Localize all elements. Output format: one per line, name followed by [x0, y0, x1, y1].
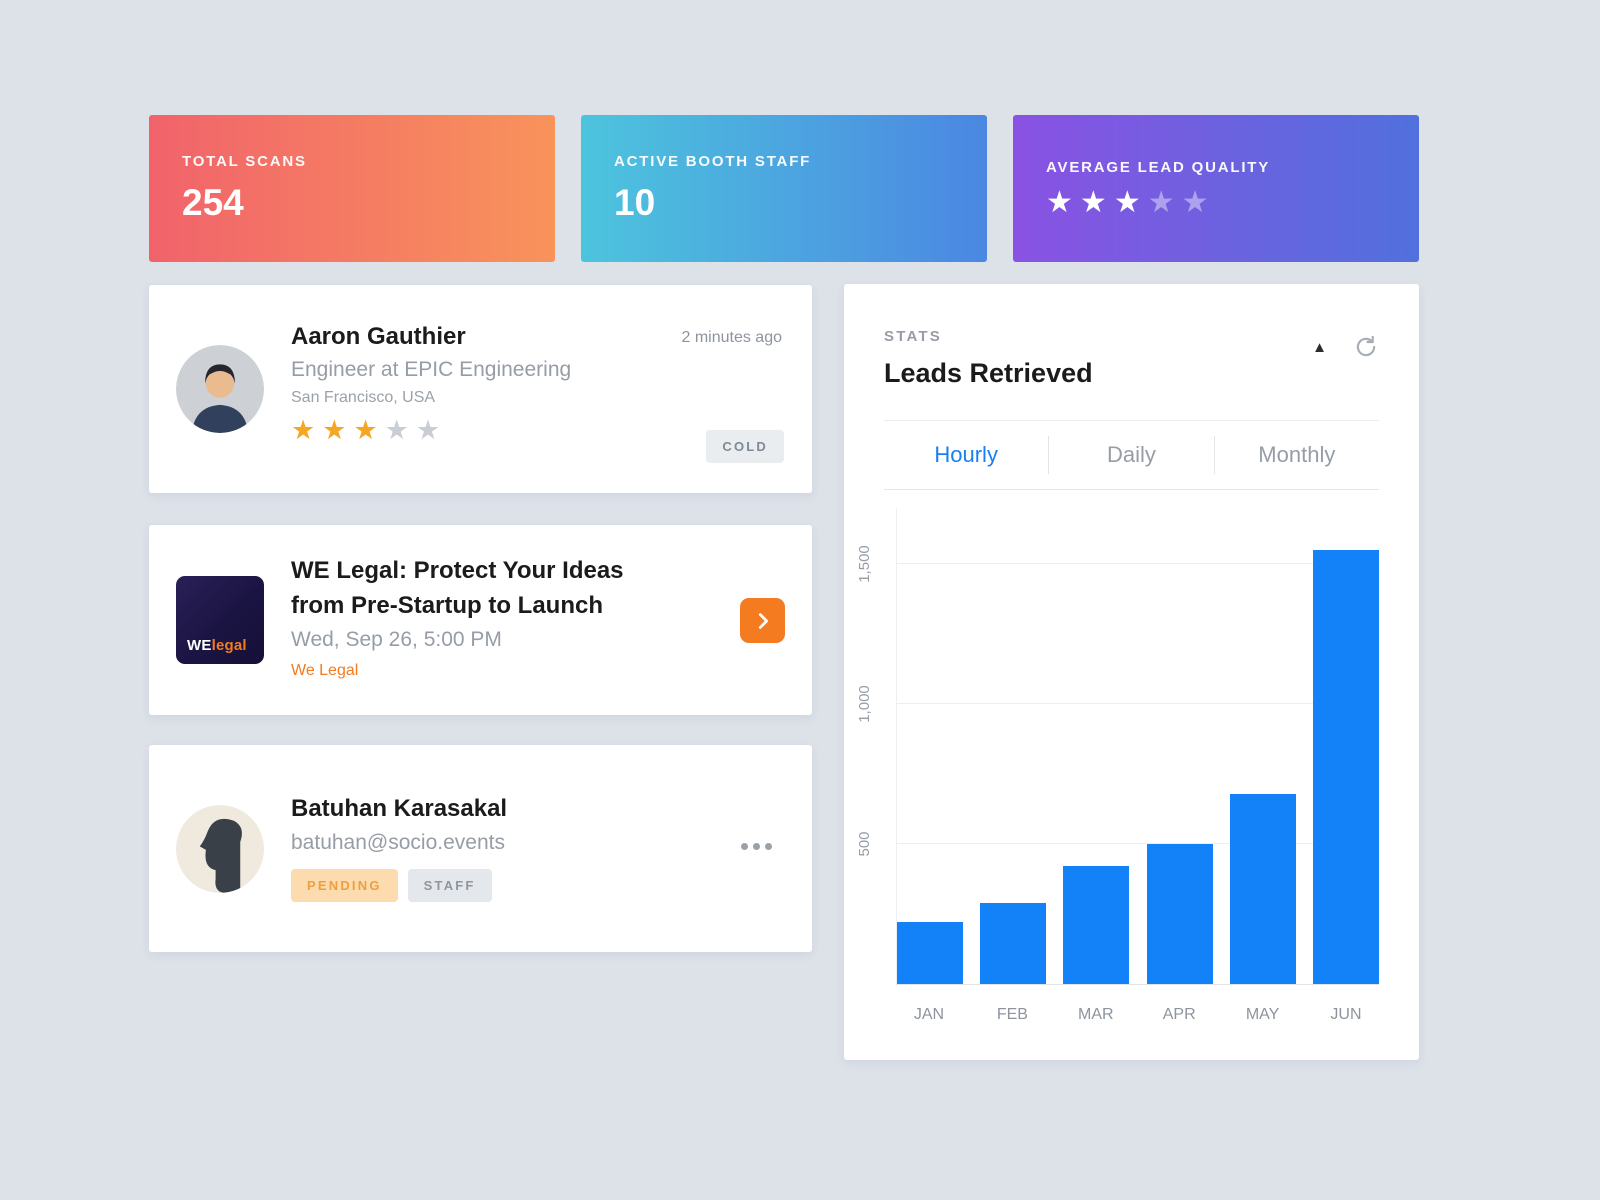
event-datetime: Wed, Sep 26, 5:00 PM — [291, 628, 502, 651]
lead-card[interactable]: Aaron Gauthier Engineer at EPIC Engineer… — [149, 285, 812, 493]
staff-info: Batuhan Karasakal batuhan@socio.events P… — [291, 795, 507, 902]
staff-badge: STAFF — [407, 869, 492, 902]
gridline — [897, 703, 1379, 704]
avatar — [176, 805, 264, 893]
staff-email: batuhan@socio.events — [291, 831, 505, 854]
more-options-button[interactable] — [735, 837, 778, 856]
chevron-right-icon — [752, 610, 774, 632]
lead-title: Engineer at EPIC Engineering — [291, 358, 572, 381]
chart-interval-tabs: Hourly Daily Monthly — [884, 421, 1379, 490]
x-axis-label: JUN — [1330, 1006, 1362, 1023]
x-axis-label: APR — [1162, 1006, 1196, 1023]
stat-card-total-scans: TOTAL SCANS 254 — [149, 115, 555, 262]
lead-location: San Francisco, USA — [291, 389, 436, 406]
star-icon: ★ — [322, 415, 347, 445]
gridline — [897, 563, 1379, 564]
sort-ascending-icon[interactable]: ▲ — [1312, 338, 1327, 356]
chart-bars — [897, 508, 1379, 984]
pending-badge: PENDING — [291, 869, 398, 902]
event-title: WE Legal: Protect Your Ideas from Pre-St… — [291, 557, 624, 619]
x-axis-label: MAR — [1078, 1006, 1114, 1023]
bar-jun — [1312, 550, 1379, 984]
bar-jan — [897, 922, 963, 984]
logo-word-we: WE — [187, 637, 212, 654]
x-axis-label: MAY — [1245, 1006, 1280, 1023]
event-organizer-link[interactable]: We Legal — [291, 662, 359, 679]
gridline — [897, 843, 1379, 844]
tab-separator — [1048, 436, 1050, 474]
stat-label: TOTAL SCANS — [182, 153, 307, 170]
tab-hourly[interactable]: Hourly — [884, 442, 1048, 468]
lead-info: Aaron Gauthier Engineer at EPIC Engineer… — [291, 323, 571, 444]
we-legal-logo: WElegal — [187, 637, 247, 654]
event-info: WE Legal: Protect Your Ideas from Pre-St… — [291, 553, 691, 680]
stats-card: STATS Leads Retrieved ▲ Hourly Daily Mon… — [844, 284, 1419, 1060]
stats-title: Leads Retrieved — [884, 358, 1093, 388]
event-open-button[interactable] — [740, 598, 785, 643]
avatar — [176, 345, 264, 433]
y-axis-tick-label: 1,500 — [856, 545, 873, 583]
x-axis-label: FEB — [996, 1006, 1028, 1023]
stat-card-average-lead-quality: AVERAGE LEAD QUALITY ★ ★ ★ ★ ★ — [1013, 115, 1419, 262]
y-axis-tick-label: 1,000 — [856, 685, 873, 723]
bar-apr — [1146, 844, 1213, 984]
star-icon: ★ — [1113, 186, 1141, 219]
star-icon: ★ — [415, 415, 441, 445]
stat-value: 10 — [614, 182, 656, 223]
stats-header: STATS Leads Retrieved ▲ — [884, 328, 1379, 389]
star-icon: ★ — [291, 415, 316, 445]
chart-x-labels: JAN FEB MAR APR MAY JUN — [896, 1006, 1379, 1024]
stat-label: ACTIVE BOOTH STAFF — [614, 153, 812, 170]
lead-name: Aaron Gauthier — [291, 323, 466, 350]
stat-label: AVERAGE LEAD QUALITY — [1046, 159, 1271, 176]
star-icon: ★ — [353, 415, 378, 445]
lead-timestamp: 2 minutes ago — [681, 329, 782, 346]
bar-mar — [1063, 866, 1130, 984]
staff-name: Batuhan Karasakal — [291, 795, 508, 822]
tab-separator — [1213, 436, 1215, 474]
y-axis-tick-label: 500 — [856, 831, 873, 857]
star-icon: ★ — [1079, 186, 1107, 219]
bar-feb — [980, 902, 1047, 984]
logo-word-legal: legal — [211, 637, 247, 654]
status-badge: COLD — [706, 430, 784, 463]
star-icon: ★ — [1181, 186, 1209, 219]
stat-value: 254 — [182, 182, 244, 223]
rating-stars: ★ ★ ★ ★ ★ — [1046, 188, 1386, 218]
staff-badges: PENDING STAFF — [291, 869, 507, 902]
stat-card-active-booth-staff: ACTIVE BOOTH STAFF 10 — [581, 115, 987, 262]
tab-monthly[interactable]: Monthly — [1215, 442, 1379, 468]
bar-may — [1229, 793, 1296, 984]
star-icon: ★ — [1046, 186, 1073, 219]
star-icon: ★ — [384, 415, 409, 445]
lead-rating-stars: ★ ★ ★ ★ ★ — [291, 417, 571, 444]
star-icon: ★ — [1147, 186, 1175, 219]
divider — [884, 420, 1379, 421]
stats-icons: ▲ — [1312, 334, 1379, 360]
chart-plot: 500 1,000 1,500 — [856, 508, 1379, 985]
event-card[interactable]: WElegal WE Legal: Protect Your Ideas fro… — [149, 525, 812, 715]
tab-daily[interactable]: Daily — [1049, 442, 1213, 468]
staff-card[interactable]: Batuhan Karasakal batuhan@socio.events P… — [149, 745, 812, 952]
x-axis-label: JAN — [913, 1006, 945, 1023]
event-logo: WElegal — [176, 576, 264, 664]
refresh-icon[interactable] — [1353, 334, 1379, 360]
stats-eyebrow: STATS — [884, 328, 942, 345]
